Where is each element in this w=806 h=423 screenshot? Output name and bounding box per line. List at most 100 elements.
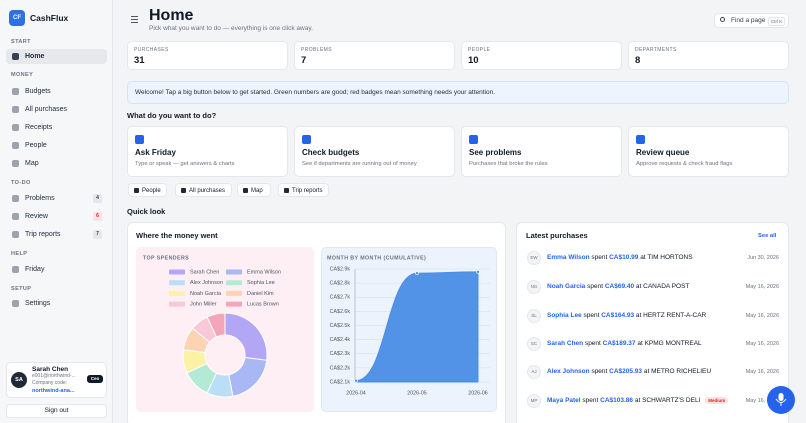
logo: CF bbox=[9, 10, 25, 26]
menu-button[interactable] bbox=[131, 16, 139, 23]
data-point bbox=[415, 271, 419, 276]
stat-value: 8 bbox=[635, 55, 641, 66]
purchase-text[interactable]: Sarah Chen spent CA$189.37 at KPMG MONTR… bbox=[547, 339, 702, 348]
severity-badge: Medium bbox=[705, 396, 729, 404]
purchase-text[interactable]: Sophia Lee spent CA$164.93 at HERTZ RENT… bbox=[547, 311, 706, 320]
legend-label: Lucas Brown bbox=[247, 302, 279, 308]
shortcut-icon bbox=[134, 188, 139, 193]
menu-line bbox=[131, 19, 138, 20]
legend-label: Emma Wilson bbox=[247, 269, 281, 275]
search-box[interactable]: Find a page Ctrl K bbox=[714, 13, 789, 28]
section-title: Quick look bbox=[127, 207, 166, 216]
purchase-person: Sarah Chen bbox=[547, 340, 584, 347]
purchase-prep: at bbox=[634, 397, 641, 404]
action-card[interactable]: Ask Friday Type or speak — get answers & … bbox=[127, 126, 288, 177]
nav-section-label: MONEY bbox=[11, 72, 34, 78]
action-card[interactable]: See problems Purchases that broke the rul… bbox=[461, 126, 622, 177]
nav-item[interactable]: People bbox=[6, 138, 107, 153]
purchase-text[interactable]: Alex Johnson spent CA$205.93 at METRO RI… bbox=[547, 367, 711, 376]
nav-item[interactable]: Problems 4 bbox=[6, 191, 107, 206]
purchase-amount: CA$189.37 bbox=[602, 340, 636, 347]
nav-label: Friday bbox=[25, 266, 45, 273]
legend-label: Sophia Lee bbox=[247, 280, 275, 286]
purchase-text[interactable]: Noah Garcia spent CA$69.40 at CANADA POS… bbox=[547, 282, 689, 291]
purchase-amount: CA$164.93 bbox=[601, 312, 635, 319]
nav-icon bbox=[12, 124, 19, 131]
user-email: e001@northwind-... bbox=[32, 373, 76, 379]
purchase-merchant: SCHWARTZ'S DELI bbox=[642, 397, 701, 404]
purchase-amount: CA$205.93 bbox=[609, 368, 643, 375]
purchase-prep: at bbox=[637, 340, 643, 347]
legend-swatch bbox=[226, 280, 242, 286]
nav-item[interactable]: Review 6 bbox=[6, 209, 107, 224]
y-tick-label: CA$2.7k bbox=[330, 295, 351, 301]
purchase-text[interactable]: Emma Wilson spent CA$10.99 at TIM HORTON… bbox=[547, 253, 693, 262]
nav-item[interactable]: Trip reports 7 bbox=[6, 227, 107, 242]
menu-line bbox=[131, 16, 138, 17]
purchase-person: Alex Johnson bbox=[547, 368, 590, 375]
card-title: Latest purchases bbox=[526, 231, 588, 240]
shortcut-button[interactable]: People bbox=[128, 183, 167, 197]
purchase-avatar: AJ bbox=[527, 365, 541, 379]
nav-count: 6 bbox=[93, 212, 102, 221]
page-subtitle: Pick what you want to do — everything is… bbox=[149, 25, 313, 32]
y-tick-label: CA$2.3k bbox=[330, 351, 351, 357]
purchase-verb: spent bbox=[587, 283, 604, 290]
nav-icon bbox=[12, 195, 19, 202]
nav-count: 7 bbox=[93, 230, 102, 239]
sign-out-button[interactable]: Sign out bbox=[6, 404, 107, 418]
purchase-merchant: TIM HORTONS bbox=[647, 254, 693, 261]
purchase-text[interactable]: Maya Patel spent CA$103.86 at SCHWARTZ'S… bbox=[547, 396, 729, 405]
stat-label: PURCHASES bbox=[134, 47, 169, 53]
nav-item[interactable]: Home bbox=[6, 49, 107, 64]
nav-item[interactable]: Receipts bbox=[6, 120, 107, 135]
shortcut-button[interactable]: Map bbox=[237, 183, 271, 197]
nav-item[interactable]: Settings bbox=[6, 296, 107, 311]
shortcut-button[interactable]: Trip reports bbox=[278, 183, 329, 197]
stat-card: PURCHASES 31 bbox=[127, 41, 288, 70]
action-title: Check budgets bbox=[302, 148, 360, 157]
user-role: Ceo bbox=[87, 375, 103, 383]
y-tick-label: CA$2.4k bbox=[330, 337, 351, 343]
purchase-merchant: CANADA POST bbox=[643, 283, 690, 290]
purchase-verb: spent bbox=[591, 368, 608, 375]
nav-label: Home bbox=[25, 53, 45, 60]
y-tick-label: CA$2.8k bbox=[330, 281, 351, 287]
stat-value: 31 bbox=[134, 55, 145, 66]
stat-value: 10 bbox=[468, 55, 479, 66]
nav-item[interactable]: Map bbox=[6, 156, 107, 171]
y-tick-label: CA$2.6k bbox=[330, 309, 351, 315]
shortcut-label: Map bbox=[251, 187, 263, 194]
pie-slice bbox=[206, 312, 226, 338]
purchase-verb: spent bbox=[584, 340, 601, 347]
nav-item[interactable]: Budgets bbox=[6, 84, 107, 99]
stat-label: PROBLEMS bbox=[301, 47, 332, 53]
nav-item[interactable]: Friday bbox=[6, 262, 107, 277]
shortcut-icon bbox=[181, 188, 186, 193]
area-fill bbox=[355, 271, 479, 383]
action-card[interactable]: Check budgets See if departments are runn… bbox=[294, 126, 455, 177]
purchase-date: May 16, 2026 bbox=[745, 341, 779, 347]
action-card[interactable]: Review queue Approve requests & check fra… bbox=[628, 126, 789, 177]
action-description: Purchases that broke the rules bbox=[469, 161, 548, 167]
nav-section-label: SETUP bbox=[11, 286, 32, 292]
see-all-link[interactable]: See all bbox=[758, 233, 777, 239]
purchase-verb: spent bbox=[582, 397, 599, 404]
action-icon bbox=[302, 135, 311, 144]
nav-icon bbox=[12, 88, 19, 95]
shortcut-icon bbox=[243, 188, 248, 193]
user-card: SA Sarah Chen e001@northwind-... Ceo Company… bbox=[6, 362, 107, 398]
user-name: Sarah Chen bbox=[32, 366, 69, 373]
data-point bbox=[476, 270, 480, 274]
stat-label: PEOPLE bbox=[468, 47, 491, 53]
page-title: Home bbox=[149, 7, 194, 24]
nav-icon bbox=[12, 106, 19, 113]
mic-icon bbox=[778, 393, 784, 401]
purchase-date: May 16, 2026 bbox=[745, 369, 779, 375]
shortcut-button[interactable]: All purchases bbox=[175, 183, 232, 197]
pie-slice bbox=[228, 356, 268, 397]
nav-item[interactable]: All purchases bbox=[6, 102, 107, 117]
action-description: See if departments are running out of mo… bbox=[302, 161, 417, 167]
card-title: Where the money went bbox=[136, 231, 218, 240]
